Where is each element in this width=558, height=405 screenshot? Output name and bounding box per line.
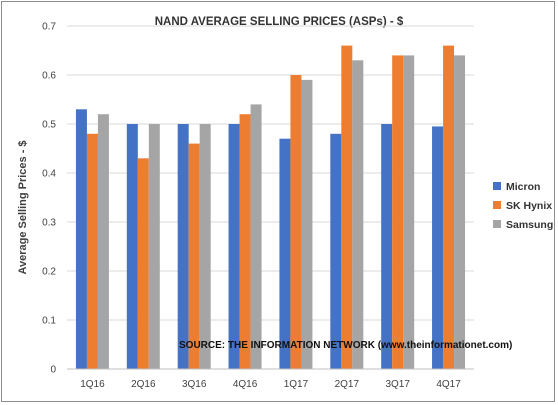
bars [75, 45, 466, 370]
legend-swatch-samsung [493, 220, 501, 228]
bar-samsung-1q16 [97, 114, 109, 369]
bar-samsung-4q16 [250, 104, 262, 370]
x-category-label: 3Q17 [385, 379, 410, 390]
bar-sk-hynix-3q16 [188, 143, 200, 369]
x-category-label: 2Q17 [335, 379, 360, 390]
bar-micron-4q17 [432, 126, 444, 369]
bar-micron-1q16 [75, 109, 87, 370]
y-axis-ticks: 0 0.1 0.2 0.3 0.4 0.5 0.6 0.7 [42, 22, 56, 376]
bar-samsung-4q17 [454, 55, 466, 370]
x-axis-categories: 1Q16 2Q16 3Q16 4Q16 1Q17 2Q17 3Q17 4Q17 [80, 379, 461, 390]
legend-label: Micron [506, 181, 540, 193]
y-tick-label: 0 [50, 365, 56, 376]
bar-sk-hynix-1q16 [86, 133, 98, 369]
y-tick-label: 0.7 [42, 22, 56, 33]
y-tick-label: 0.5 [42, 120, 56, 131]
bar-micron-1q17 [279, 138, 291, 369]
bar-sk-hynix-4q16 [239, 114, 251, 369]
y-tick-label: 0.1 [42, 316, 56, 327]
bar-micron-2q16 [126, 124, 138, 369]
bar-sk-hynix-2q17 [341, 45, 353, 369]
legend: Micron SK Hynix Samsung [493, 181, 553, 231]
legend-swatch-sk-hynix [493, 201, 501, 209]
x-category-label: 3Q16 [182, 379, 207, 390]
y-tick-label: 0.6 [42, 71, 56, 82]
x-category-label: 4Q16 [233, 379, 258, 390]
x-category-label: 2Q16 [131, 379, 156, 390]
bar-samsung-2q17 [352, 60, 364, 370]
bar-samsung-1q17 [301, 79, 313, 370]
legend-label: SK Hynix [506, 200, 552, 212]
bar-micron-3q17 [381, 124, 393, 369]
bar-sk-hynix-4q17 [443, 45, 455, 369]
bar-samsung-2q16 [148, 124, 160, 369]
y-tick-label: 0.3 [42, 218, 56, 229]
bar-sk-hynix-2q16 [137, 158, 149, 369]
legend-swatch-micron [493, 182, 501, 190]
bar-samsung-3q17 [403, 55, 415, 370]
bar-micron-2q17 [330, 133, 342, 369]
x-category-label: 1Q17 [284, 379, 309, 390]
y-tick-label: 0.2 [42, 267, 56, 278]
x-category-label: 1Q16 [80, 379, 105, 390]
bar-samsung-3q16 [199, 124, 211, 369]
chart-title: NAND AVERAGE SELLING PRICES (ASPs) - $ [155, 16, 404, 28]
bar-micron-4q16 [228, 124, 240, 369]
bar-sk-hynix-1q17 [290, 75, 302, 369]
y-axis-label: Average Selling Prices - $ [17, 140, 29, 274]
source-annotation: SOURCE: THE INFORMATION NETWORK (www.the… [179, 340, 512, 351]
bar-micron-3q16 [177, 124, 189, 369]
x-category-label: 4Q17 [436, 379, 461, 390]
y-tick-label: 0.4 [42, 169, 56, 180]
bar-sk-hynix-3q17 [392, 55, 404, 370]
legend-label: Samsung [506, 219, 553, 231]
